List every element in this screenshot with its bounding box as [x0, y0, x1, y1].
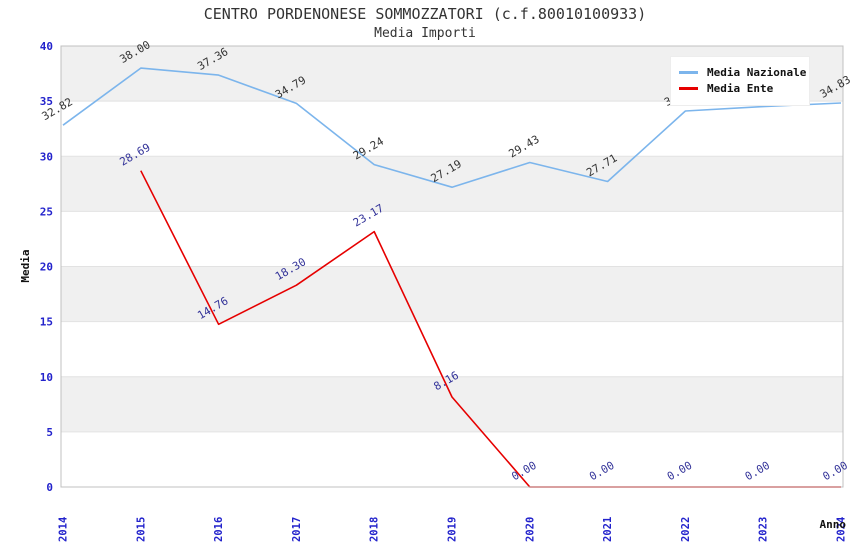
chart-subtitle: Media Importi	[374, 26, 476, 41]
plot-band	[61, 376, 843, 432]
legend-item-media-ente: Media Ente	[679, 82, 801, 95]
legend-label: Media Ente	[707, 82, 774, 95]
legend-swatch-nazionale-icon	[679, 71, 698, 74]
x-tick-label: 2016	[213, 517, 225, 542]
x-tick-label: 2014	[58, 517, 70, 542]
legend-item-media-nazionale: Media Nazionale	[679, 66, 806, 79]
plot-band	[61, 266, 843, 322]
y-tick-label: 15	[40, 316, 53, 329]
y-tick-label: 5	[46, 426, 53, 439]
y-axis-title: Media	[19, 249, 32, 282]
y-tick-label: 40	[40, 40, 53, 53]
y-tick-label: 0	[46, 481, 53, 494]
x-tick-label: 2020	[524, 517, 536, 542]
x-tick-label: 2023	[758, 517, 770, 542]
x-axis-title: Anno	[820, 518, 847, 531]
x-tick-label: 2021	[602, 517, 614, 542]
x-tick-label: 2024	[836, 517, 848, 542]
x-tick-label: 2017	[291, 517, 303, 542]
plot-border	[60, 45, 844, 488]
x-tick-label: 2022	[680, 517, 692, 542]
x-tick-label: 2015	[135, 517, 147, 542]
data-label: 0.00	[743, 459, 772, 484]
y-tick-label: 35	[40, 95, 53, 108]
series-line-nazionale	[62, 67, 842, 188]
legend-swatch-ente-icon	[679, 87, 698, 90]
legend-label: Media Nazionale	[707, 66, 807, 79]
data-label: 0.00	[821, 459, 850, 484]
legend-box: Media Nazionale Media Ente	[670, 56, 810, 106]
y-tick-label: 10	[40, 371, 53, 384]
data-label: 0.00	[587, 459, 616, 484]
y-tick-label: 30	[40, 150, 53, 163]
chart-title: CENTRO PORDENONESE SOMMOZZATORI (c.f.800…	[203, 5, 647, 23]
y-tick-label: 25	[40, 205, 53, 218]
x-tick-label: 2018	[369, 517, 381, 542]
x-tick-label: 2019	[447, 517, 459, 542]
plot-band	[61, 156, 843, 212]
y-tick-label: 20	[40, 261, 53, 274]
data-label: 0.00	[665, 459, 694, 484]
series-line-ente	[140, 170, 841, 488]
